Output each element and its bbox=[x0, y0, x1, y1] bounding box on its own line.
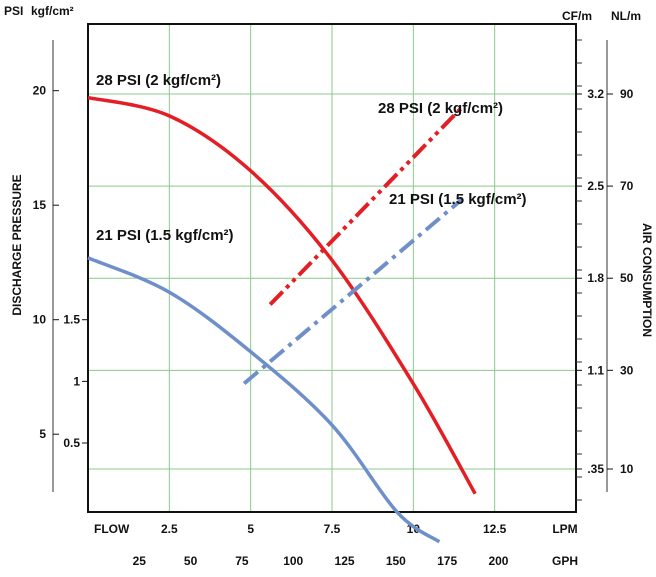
cfm-tick-label: 3.2 bbox=[587, 87, 604, 101]
series-line-2 bbox=[268, 105, 464, 306]
cfm-tick-label: 2.5 bbox=[587, 179, 604, 193]
cfm-unit-label: CF/m bbox=[562, 9, 592, 23]
series-line-3 bbox=[242, 197, 464, 386]
ticks: 20 15 10 5 1.5 1 0.5 3.2 2.5 1.8 1.1 .35 90 70 50 30 10 2… bbox=[33, 39, 634, 568]
gph-tick-label: 150 bbox=[386, 554, 406, 568]
cfm-tick-label: .35 bbox=[587, 462, 604, 476]
gph-tick-label: 125 bbox=[335, 554, 355, 568]
lpm-label: LPM bbox=[552, 522, 577, 536]
right-axis-title: AIR CONSUMPTION bbox=[640, 223, 654, 337]
gph-tick-label: 175 bbox=[437, 554, 457, 568]
lpm-tick-label: 2.5 bbox=[161, 522, 178, 536]
series-label-21psi-air: 21 PSI (1.5 kgf/cm²) bbox=[389, 191, 527, 208]
gph-label: GPH bbox=[552, 554, 578, 568]
nlm-tick-label: 90 bbox=[620, 87, 634, 101]
series-line-0 bbox=[87, 95, 477, 495]
nlm-tick-label: 30 bbox=[620, 363, 634, 377]
lpm-tick-label: 7.5 bbox=[324, 522, 341, 536]
series-line-1 bbox=[87, 256, 441, 544]
psi-tick-label: 20 bbox=[33, 84, 47, 98]
nlm-tick-label: 50 bbox=[620, 271, 634, 285]
series-label-21psi-pressure: 21 PSI (1.5 kgf/cm²) bbox=[96, 227, 234, 244]
gph-tick-label: 200 bbox=[488, 554, 508, 568]
psi-tick-label: 10 bbox=[33, 313, 47, 327]
psi-tick-label: 15 bbox=[33, 198, 47, 212]
kgf-tick-label: 1.5 bbox=[63, 313, 80, 327]
series-label-28psi-pressure: 28 PSI (2 kgf/cm²) bbox=[96, 72, 221, 89]
cfm-tick-label: 1.1 bbox=[587, 363, 604, 377]
nlm-tick-label: 10 bbox=[620, 462, 634, 476]
flow-label: FLOW bbox=[94, 522, 130, 536]
gph-tick-label: 100 bbox=[283, 554, 303, 568]
series-group bbox=[87, 95, 477, 544]
gph-tick-label: 75 bbox=[235, 554, 249, 568]
lpm-tick-label: 12.5 bbox=[483, 522, 507, 536]
gph-tick-label: 50 bbox=[184, 554, 198, 568]
psi-unit-label: PSI bbox=[4, 4, 23, 18]
kgf-unit-label: kgf/cm² bbox=[31, 4, 74, 18]
psi-tick-label: 5 bbox=[39, 427, 46, 441]
nlm-tick-label: 70 bbox=[620, 179, 634, 193]
cfm-tick-label: 1.8 bbox=[587, 271, 604, 285]
lpm-tick-label: 5 bbox=[247, 522, 254, 536]
kgf-tick-label: 0.5 bbox=[63, 436, 80, 450]
nlm-unit-label: NL/m bbox=[611, 9, 641, 23]
kgf-tick-label: 1 bbox=[73, 374, 80, 388]
grid bbox=[88, 24, 576, 512]
left-axis-title: DISCHARGE PRESSURE bbox=[10, 174, 24, 315]
series-label-28psi-air: 28 PSI (2 kgf/cm²) bbox=[378, 100, 503, 117]
gph-tick-label: 25 bbox=[133, 554, 147, 568]
